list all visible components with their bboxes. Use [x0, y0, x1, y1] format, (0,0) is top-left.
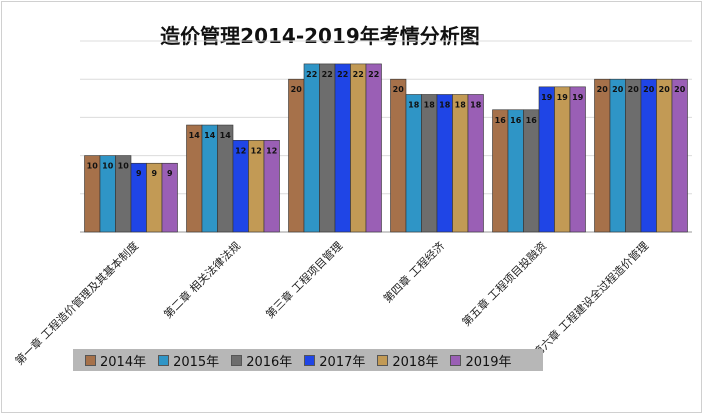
legend-item: 2017年: [304, 351, 365, 370]
legend-item: 2015年: [158, 351, 219, 370]
legend-item: 2014年: [85, 351, 146, 370]
data-label: 20: [643, 85, 655, 94]
bar: [263, 140, 280, 233]
legend-label: 2015年: [173, 354, 220, 370]
bar: [334, 63, 351, 233]
bar: [507, 109, 524, 233]
bar: [201, 124, 218, 233]
legend-label: 2014年: [100, 354, 147, 370]
data-label: 22: [337, 70, 348, 79]
bar: [303, 63, 320, 233]
data-label: 9: [167, 169, 173, 178]
legend-swatch: [158, 354, 170, 366]
data-label: 22: [322, 70, 333, 79]
legend-swatch: [304, 354, 316, 366]
data-label: 12: [266, 146, 277, 155]
bar: [350, 63, 367, 233]
data-label: 10: [118, 162, 130, 171]
data-label: 22: [353, 70, 364, 79]
bar: [186, 124, 203, 233]
bar: [319, 63, 336, 233]
legend-label: 2019年: [465, 354, 512, 370]
data-label: 20: [628, 85, 640, 94]
data-label: 18: [439, 100, 451, 109]
legend-swatch: [450, 354, 462, 366]
bar: [538, 86, 555, 233]
legend-item: 2018年: [377, 351, 438, 370]
bar: [671, 78, 688, 233]
legend-label: 2016年: [246, 354, 293, 370]
data-label: 20: [612, 85, 624, 94]
data-label: 14: [204, 131, 216, 140]
bar: [523, 109, 540, 233]
data-label: 20: [674, 85, 686, 94]
bar: [594, 78, 611, 233]
bar: [217, 124, 234, 233]
data-label: 18: [470, 100, 482, 109]
data-label: 16: [526, 116, 538, 125]
data-label: 9: [136, 169, 142, 178]
bar: [640, 78, 657, 233]
legend-label: 2018年: [392, 354, 439, 370]
bar: [288, 78, 305, 233]
data-label: 10: [102, 162, 114, 171]
data-label: 9: [151, 169, 157, 178]
legend-item: 2016年: [231, 351, 292, 370]
data-label: 22: [368, 70, 379, 79]
bar: [421, 94, 438, 233]
data-label: 18: [455, 100, 467, 109]
bar: [405, 94, 422, 233]
data-label: 18: [424, 100, 436, 109]
data-label: 14: [189, 131, 201, 140]
data-label: 16: [495, 116, 507, 125]
bar: [436, 94, 453, 233]
data-label: 16: [510, 116, 522, 125]
bar: [452, 94, 469, 233]
data-label: 18: [408, 100, 420, 109]
legend-swatch: [231, 354, 243, 366]
bar: [365, 63, 382, 233]
data-label: 20: [597, 85, 609, 94]
data-label: 12: [235, 146, 246, 155]
data-label: 19: [541, 93, 553, 102]
bar: [467, 94, 484, 233]
data-label: 20: [291, 85, 303, 94]
data-label: 20: [393, 85, 405, 94]
legend-swatch: [377, 354, 389, 366]
legend-swatch: [85, 354, 96, 366]
bar: [569, 86, 586, 233]
data-label: 10: [87, 162, 99, 171]
data-label: 14: [220, 131, 232, 140]
bar: [554, 86, 571, 233]
bar: [625, 78, 642, 233]
data-label: 20: [659, 85, 671, 94]
bar: [656, 78, 673, 233]
data-label: 19: [572, 93, 584, 102]
data-label: 22: [306, 70, 317, 79]
legend: 2014年 2015年 2016年 2017年 2018年 2019年: [73, 349, 543, 371]
bar: [161, 162, 178, 233]
data-label: 19: [557, 93, 569, 102]
bar: [492, 109, 509, 233]
bar: [609, 78, 626, 233]
data-label: 12: [251, 146, 262, 155]
bar: [390, 78, 407, 233]
legend-item: 2019年: [450, 351, 512, 370]
chart-title: 造价管理2014-2019年考情分析图: [160, 24, 480, 48]
legend-label: 2017年: [319, 354, 366, 370]
